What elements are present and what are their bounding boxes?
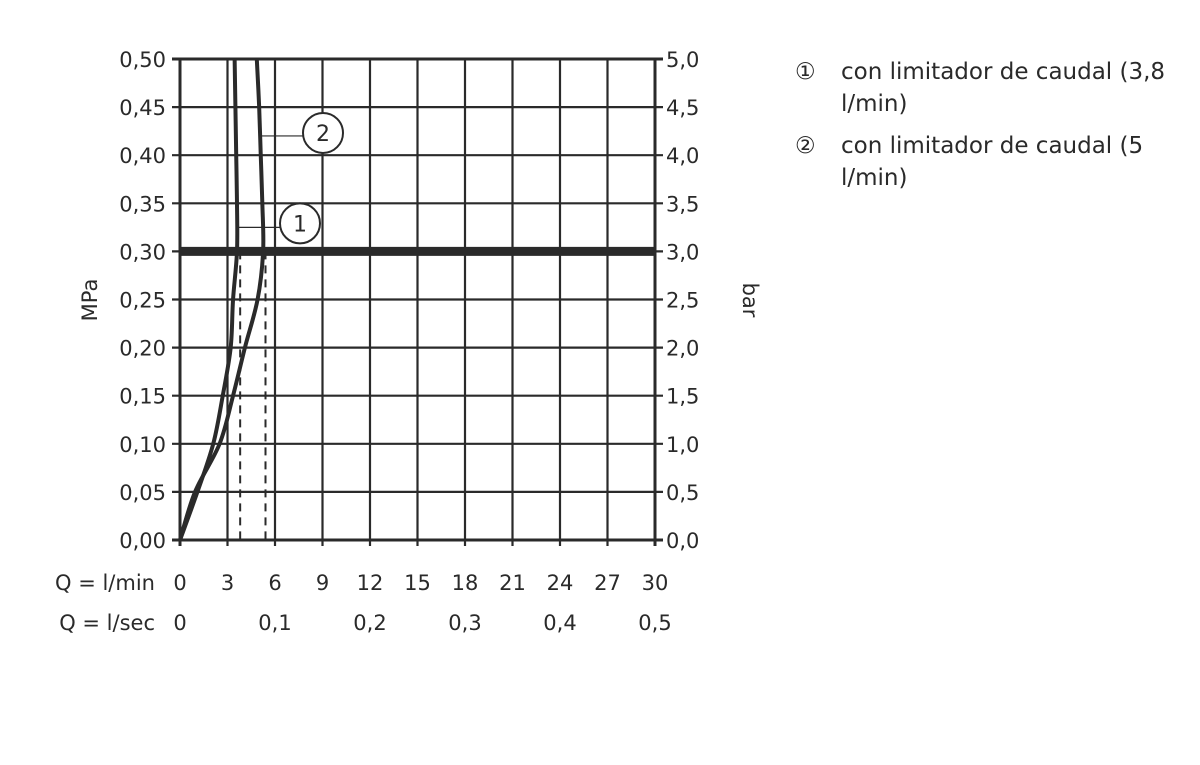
y-tick-label-left: 0,50: [119, 48, 166, 72]
y-tick-label-right: 1,0: [666, 433, 699, 457]
callout-label-1: 1: [293, 212, 307, 237]
y-tick-label-right: 4,5: [666, 96, 699, 120]
y-tick-label-left: 0,10: [119, 433, 166, 457]
callout-label-2: 2: [316, 122, 330, 147]
x-axis-label-lmin: Q = l/min: [55, 571, 155, 595]
y-axis-label-right: bar: [738, 283, 762, 318]
x-tick-label: 6: [268, 571, 281, 595]
x-tick-label: 30: [642, 571, 669, 595]
y-tick-label-left: 0,30: [119, 240, 166, 264]
legend: ① con limitador de caudal (3,8 l/min) ② …: [795, 56, 1175, 204]
x-tick-label: 18: [452, 571, 479, 595]
x-tick-label: 0: [173, 571, 186, 595]
x-tick-label-lsec: 0,1: [258, 611, 291, 635]
y-tick-label-left: 0,00: [119, 529, 166, 553]
y-tick-label-left: 0,15: [119, 385, 166, 409]
x-tick-label: 12: [357, 571, 384, 595]
y-tick-label-right: 4,0: [666, 144, 699, 168]
legend-item-1: ① con limitador de caudal (3,8 l/min): [795, 56, 1175, 120]
y-tick-label-right: 2,5: [666, 289, 699, 313]
legend-label-1: con limitador de caudal (3,8 l/min): [841, 59, 1166, 117]
y-tick-label-right: 5,0: [666, 48, 699, 72]
x-axis-label-lsec: Q = l/sec: [59, 611, 155, 635]
y-tick-label-right: 2,0: [666, 337, 699, 361]
y-tick-label-right: 0,0: [666, 529, 699, 553]
legend-label-2: con limitador de caudal (5 l/min): [841, 133, 1144, 191]
x-tick-label-lsec: 0,2: [353, 611, 386, 635]
x-tick-label: 24: [547, 571, 574, 595]
series-line-1: [178, 58, 240, 541]
x-tick-label: 15: [404, 571, 431, 595]
x-tick-label: 3: [221, 571, 234, 595]
y-tick-label-right: 3,5: [666, 192, 699, 216]
x-tick-label: 9: [316, 571, 329, 595]
y-tick-label-left: 0,45: [119, 96, 166, 120]
y-tick-label-left: 0,35: [119, 192, 166, 216]
y-tick-label-left: 0,25: [119, 289, 166, 313]
x-tick-label-lsec: 0,5: [638, 611, 671, 635]
y-tick-label-right: 3,0: [666, 240, 699, 264]
y-tick-label-left: 0,05: [119, 481, 166, 505]
legend-item-2: ② con limitador de caudal (5 l/min): [795, 130, 1175, 194]
x-tick-label-lsec: 0: [173, 611, 186, 635]
y-tick-label-right: 1,5: [666, 385, 699, 409]
legend-marker-1: ①: [795, 59, 816, 85]
x-tick-label: 27: [594, 571, 621, 595]
y-tick-label-left: 0,20: [119, 337, 166, 361]
x-tick-label: 21: [499, 571, 526, 595]
legend-marker-2: ②: [795, 133, 816, 159]
x-tick-label-lsec: 0,3: [448, 611, 481, 635]
y-tick-label-left: 0,40: [119, 144, 166, 168]
y-tick-label-right: 0,5: [666, 481, 699, 505]
callout-circle-1: [279, 202, 321, 245]
y-axis-label-left: MPa: [78, 279, 102, 322]
x-tick-label-lsec: 0,4: [543, 611, 576, 635]
callout-circle-2: [302, 111, 344, 154]
series-line-2: [178, 58, 266, 541]
